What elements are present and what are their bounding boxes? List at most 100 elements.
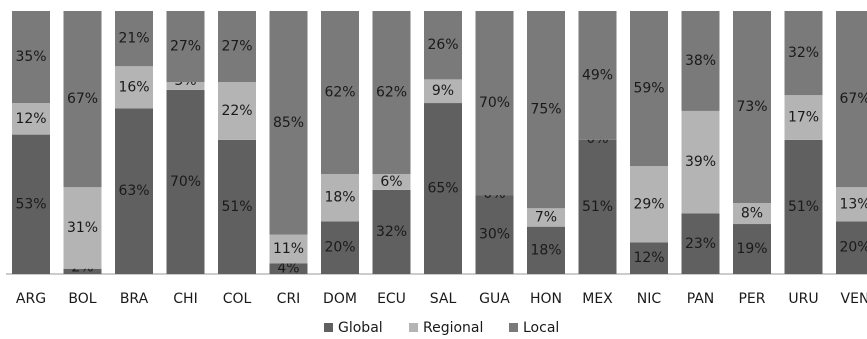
bar-segment-regional-uru bbox=[784, 95, 823, 140]
x-tick-label-dom: DOM bbox=[323, 291, 357, 307]
bar-segment-global-gua bbox=[475, 195, 514, 274]
data-label-local-ecu: 62% bbox=[376, 85, 407, 101]
bar-segment-global-bra bbox=[115, 108, 153, 274]
bar-segment-local-gua bbox=[475, 11, 514, 196]
x-tick-label-hon: HON bbox=[530, 291, 562, 307]
bar-segment-regional-ven bbox=[836, 187, 867, 222]
data-label-global-dom: 20% bbox=[324, 240, 355, 256]
bar-segment-regional-arg bbox=[12, 103, 50, 135]
data-label-local-bol: 67% bbox=[67, 91, 98, 107]
data-label-local-bra: 21% bbox=[118, 31, 149, 47]
legend: Global Regional Local bbox=[324, 320, 559, 336]
bar-segment-local-nic bbox=[630, 11, 668, 167]
data-label-local-gua: 70% bbox=[479, 95, 510, 111]
x-tick-label-gua: GUA bbox=[479, 291, 510, 307]
data-label-regional-ven: 13% bbox=[839, 196, 867, 212]
data-label-global-pan: 23% bbox=[685, 236, 716, 252]
data-label-regional-pan: 39% bbox=[685, 154, 716, 170]
data-label-global-bra: 63% bbox=[118, 183, 149, 199]
bar-segment-regional-cri bbox=[269, 234, 308, 264]
data-label-regional-col: 22% bbox=[221, 103, 252, 119]
bar-segment-local-mex bbox=[578, 11, 617, 140]
data-label-regional-arg: 12% bbox=[15, 111, 46, 127]
data-label-global-col: 51% bbox=[221, 199, 252, 215]
bar-segment-global-bol bbox=[63, 268, 102, 274]
data-label-global-gua: 30% bbox=[479, 227, 510, 243]
bar-segment-global-nic bbox=[630, 242, 668, 274]
x-tick-label-sal: SAL bbox=[430, 291, 457, 307]
data-label-global-ecu: 32% bbox=[376, 224, 407, 240]
data-label-regional-cri: 11% bbox=[273, 241, 304, 257]
x-tick-label-col: COL bbox=[223, 291, 252, 307]
data-label-global-nic: 12% bbox=[633, 250, 664, 266]
data-label-global-chi: 70% bbox=[170, 174, 201, 190]
data-label-global-cri: 4% bbox=[277, 261, 299, 277]
bar-segment-regional-pan bbox=[681, 110, 720, 214]
x-tick-label-nic: NIC bbox=[637, 291, 662, 307]
bar-segment-global-per bbox=[733, 224, 771, 274]
bar-segment-global-pan bbox=[681, 213, 720, 274]
x-tick-label-ecu: ECU bbox=[377, 291, 406, 307]
bar-segment-global-cri bbox=[269, 263, 308, 274]
bar-segment-regional-hon bbox=[527, 208, 565, 227]
bar-segment-global-chi bbox=[166, 89, 205, 275]
data-label-local-hon: 75% bbox=[530, 102, 561, 118]
data-label-regional-nic: 29% bbox=[633, 196, 664, 212]
data-label-global-per: 19% bbox=[736, 241, 767, 257]
bar-segment-local-uru bbox=[784, 11, 823, 96]
data-label-regional-per: 8% bbox=[741, 206, 763, 222]
bar-segment-local-ven bbox=[836, 11, 867, 188]
bar-segment-global-dom bbox=[321, 221, 359, 274]
data-label-local-dom: 62% bbox=[324, 85, 355, 101]
bar-segment-regional-ecu bbox=[372, 174, 411, 190]
bar-segment-global-hon bbox=[527, 226, 565, 274]
x-tick-label-ven: VEN bbox=[841, 291, 867, 307]
bar-segment-global-ecu bbox=[372, 189, 411, 274]
bar-segment-global-col bbox=[218, 139, 256, 274]
bar-segment-global-mex bbox=[578, 139, 617, 274]
bars-group: 53%12%35%2%31%67%63%16%21%70%3%27%51%22%… bbox=[12, 11, 867, 277]
x-tick-label-cri: CRI bbox=[277, 291, 301, 307]
bar-segment-local-arg bbox=[12, 11, 50, 104]
x-tick-label-arg: ARG bbox=[16, 291, 46, 307]
bar-segment-local-bol bbox=[63, 11, 102, 188]
bar-segment-regional-bol bbox=[63, 187, 102, 269]
data-label-global-ven: 20% bbox=[839, 240, 867, 256]
data-label-local-sal: 26% bbox=[427, 37, 458, 53]
bar-segment-regional-sal bbox=[424, 79, 462, 104]
bar-segment-local-chi bbox=[166, 11, 205, 83]
data-label-regional-sal: 9% bbox=[432, 83, 454, 99]
data-label-global-hon: 18% bbox=[530, 242, 561, 258]
bar-segment-regional-col bbox=[218, 82, 256, 140]
data-label-local-arg: 35% bbox=[15, 49, 46, 65]
data-label-local-cri: 85% bbox=[273, 115, 304, 131]
bar-segment-global-arg bbox=[12, 134, 50, 274]
bar-segment-regional-bra bbox=[115, 66, 153, 109]
bar-segment-regional-nic bbox=[630, 166, 668, 243]
legend-swatch-local bbox=[509, 323, 518, 332]
x-tick-label-per: PER bbox=[738, 291, 765, 307]
data-label-global-uru: 51% bbox=[788, 199, 819, 215]
x-tick-label-bol: BOL bbox=[68, 291, 96, 307]
x-tick-labels: ARG BOL BRA CHI COL CRI DOM ECU SAL GUA HON MEX NIC P… bbox=[16, 291, 867, 307]
data-label-local-col: 27% bbox=[221, 39, 252, 55]
data-label-local-uru: 32% bbox=[788, 45, 819, 61]
bar-segment-local-pan bbox=[681, 11, 720, 111]
data-label-global-arg: 53% bbox=[15, 196, 46, 212]
data-label-regional-hon: 7% bbox=[535, 209, 557, 225]
data-label-local-mex: 49% bbox=[582, 67, 613, 83]
bar-segment-global-ven bbox=[836, 221, 867, 274]
data-label-regional-uru: 17% bbox=[788, 110, 819, 126]
bar-segment-regional-dom bbox=[321, 174, 359, 222]
bar-segment-local-dom bbox=[321, 11, 359, 175]
x-tick-label-bra: BRA bbox=[120, 291, 149, 307]
bar-segment-regional-per bbox=[733, 202, 771, 225]
bar-segment-regional-chi bbox=[166, 82, 205, 90]
legend-swatch-regional bbox=[409, 323, 418, 332]
legend-label-regional: Regional bbox=[423, 320, 483, 336]
data-label-local-pan: 38% bbox=[685, 53, 716, 69]
bar-segment-local-hon bbox=[527, 11, 565, 209]
legend-label-global: Global bbox=[338, 320, 383, 336]
data-label-regional-ecu: 6% bbox=[380, 174, 402, 190]
data-label-regional-bol: 31% bbox=[67, 220, 98, 236]
